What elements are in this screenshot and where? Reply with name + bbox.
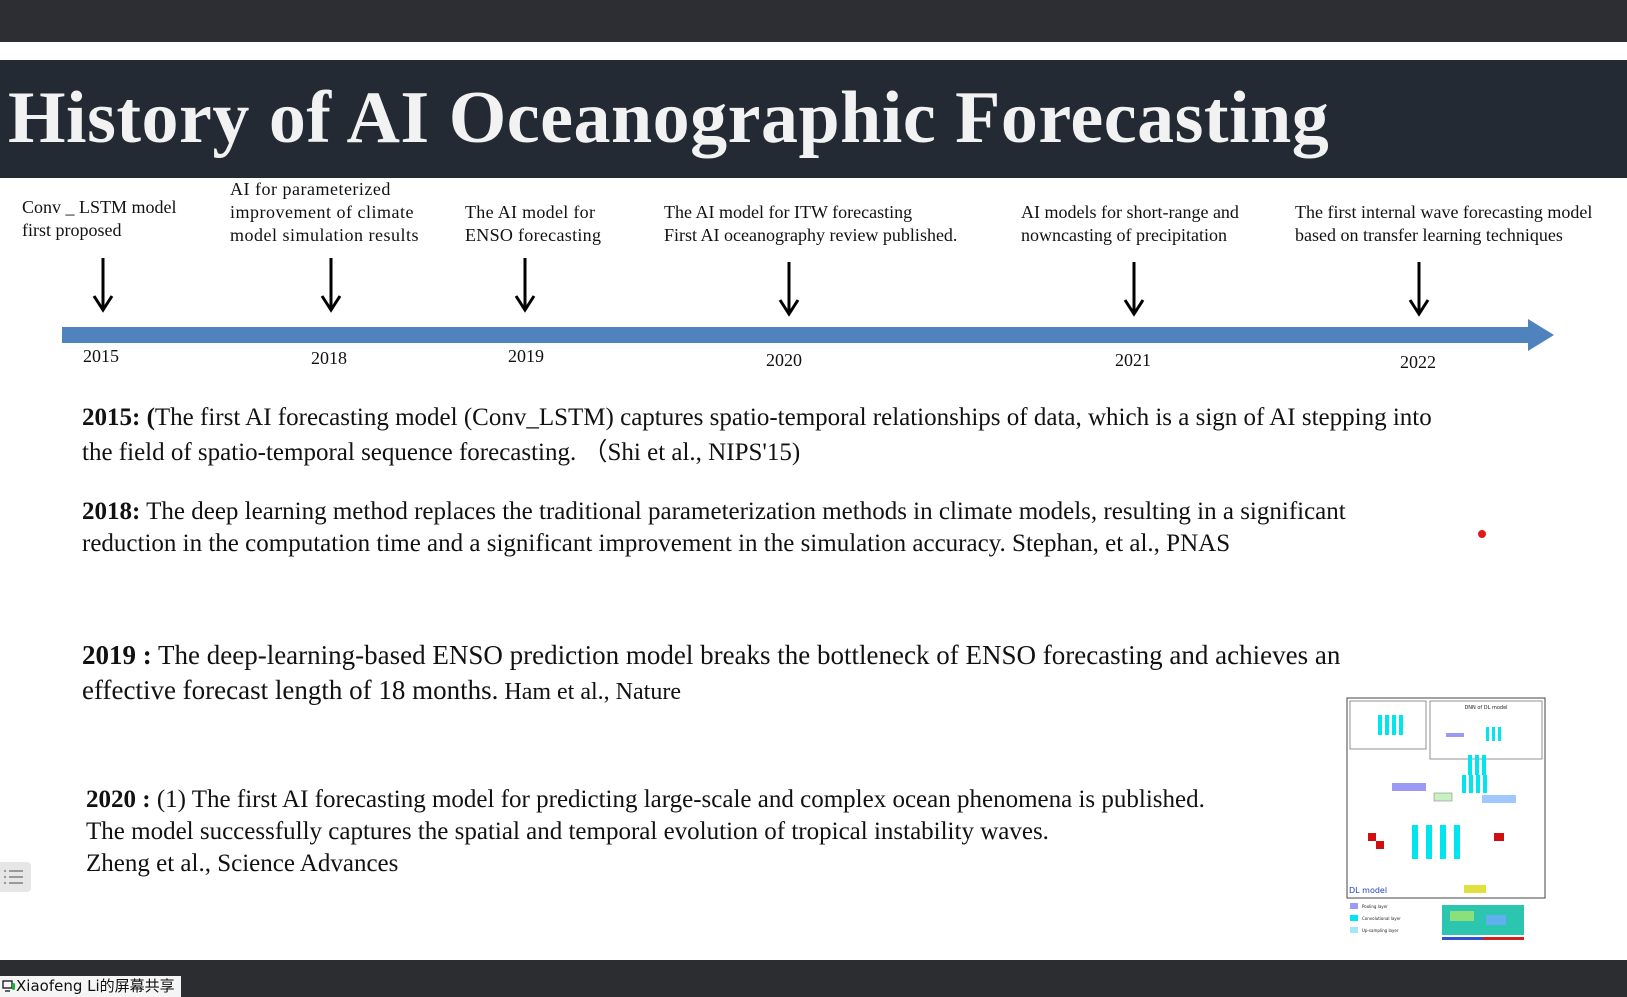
paragraph-text: the field of spatio-temporal sequence fo… (82, 439, 801, 466)
event-label-2022: The first internal wave forecasting mode… (1295, 201, 1592, 247)
slide-title: History of AI Oceanographic Forecasting (8, 77, 1330, 159)
event-label-line: The AI model for ITW forecasting (664, 202, 913, 222)
event-label-2018: AI for parameterized improvement of clim… (230, 178, 419, 247)
year-label-2021: 2021 (1115, 350, 1151, 370)
paragraph-2018: 2018: The deep learning method replaces … (82, 496, 1346, 560)
event-label-line: AI for parameterized (230, 179, 391, 199)
figure-legend-item: Convolutional layer (1362, 916, 1401, 921)
event-label-line: model simulation results (230, 225, 419, 245)
down-arrow-icon (1408, 262, 1430, 317)
paragraph-text: The deep learning method replaces the tr… (140, 498, 1346, 525)
event-label-line: AI models for short-range and (1021, 202, 1239, 222)
paragraph-2015: 2015: (The first AI forecasting model (C… (82, 400, 1432, 470)
timeline-axis (62, 319, 1554, 351)
screen-share-label: Xiaofeng Li的屏幕共享 (16, 977, 175, 995)
paragraph-text: reduction in the computation time and a … (82, 530, 1231, 557)
event-label-2021: AI models for short-range and nowncastin… (1021, 201, 1239, 247)
sidebar-toggle-button[interactable] (0, 862, 31, 892)
event-label-line: Conv _ LSTM model (22, 197, 177, 217)
paragraph-text: The model successfully captures the spat… (86, 818, 1049, 845)
paragraph-text: effective forecast length of 18 months. (82, 675, 499, 705)
dl-model-diagram: DNN of DL model DL model Pooling layer C… (1346, 697, 1546, 940)
figure-corner-label: DL model (1349, 886, 1387, 895)
paragraph-text: The first AI forecasting model (Conv_LST… (154, 404, 1432, 431)
event-label-2020: The AI model for ITW forecasting First A… (664, 201, 957, 247)
paragraph-year: 2018: (82, 498, 141, 525)
event-label-line: The first internal wave forecasting mode… (1295, 202, 1593, 222)
paragraph-text: (1) The first AI forecasting model for p… (150, 786, 1205, 813)
paragraph-text: The deep-learning-based ENSO prediction … (151, 640, 1341, 670)
figure-legend-item: Up-sampling layer (1362, 928, 1399, 933)
paragraph-2020: 2020 : (1) The first AI forecasting mode… (86, 784, 1205, 880)
down-arrow-icon (778, 262, 800, 317)
down-arrow-icon (92, 258, 114, 313)
laser-pointer-dot (1478, 530, 1486, 538)
presentation-slide: History of AI Oceanographic Forecasting … (0, 42, 1627, 960)
event-label-line: The AI model for (465, 202, 596, 222)
top-toolbar (0, 0, 1627, 42)
paragraph-citation: Ham et al., Nature (498, 679, 681, 705)
paragraph-year: 2020 : (86, 786, 151, 813)
screen-share-tag: Xiaofeng Li的屏幕共享 (0, 976, 181, 997)
event-label-2015: Conv _ LSTM model first proposed (22, 196, 177, 242)
paragraph-year: 2019 : (82, 640, 152, 670)
event-label-2019: The AI model for ENSO forecasting (465, 201, 601, 247)
event-label-line: improvement of climate (230, 202, 414, 222)
year-label-2018: 2018 (311, 348, 347, 368)
figure-legend-item: Pooling layer (1362, 904, 1388, 909)
year-label-2015: 2015 (83, 346, 119, 366)
screen-share-icon (2, 980, 15, 992)
event-label-line: First AI oceanography review published. (664, 225, 958, 245)
year-label-2020: 2020 (766, 350, 802, 370)
year-label-2022: 2022 (1400, 352, 1436, 372)
event-label-line: ENSO forecasting (465, 225, 602, 245)
figure-top-label: DNN of DL model (1464, 705, 1507, 711)
down-arrow-icon (514, 258, 536, 313)
bottom-bar (0, 960, 1627, 997)
title-band: History of AI Oceanographic Forecasting (0, 60, 1627, 178)
paragraph-citation: Zheng et al., Science Advances (86, 850, 399, 877)
year-label-2019: 2019 (508, 346, 544, 366)
down-arrow-icon (320, 258, 342, 313)
event-label-line: based on transfer learning techniques (1295, 225, 1563, 245)
down-arrow-icon (1123, 262, 1145, 317)
paragraph-2019: 2019 : The deep-learning-based ENSO pred… (82, 638, 1340, 710)
event-label-line: nowncasting of precipitation (1021, 225, 1227, 245)
list-icon (3, 869, 23, 885)
paragraph-year: 2015: ( (82, 404, 155, 431)
event-label-line: first proposed (22, 220, 122, 240)
